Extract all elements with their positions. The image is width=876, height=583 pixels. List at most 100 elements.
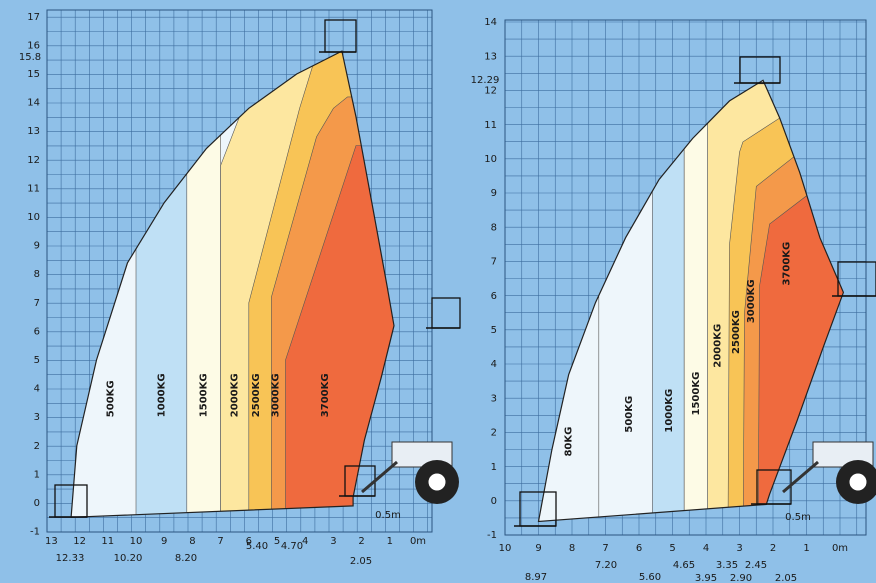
zone-label: 3000KG — [746, 279, 757, 323]
zone-label: 1500KG — [691, 372, 702, 416]
x-tick-label: 5 — [274, 536, 280, 547]
reach-label: 2.90 — [730, 573, 752, 583]
reach-label: 2.45 — [745, 560, 767, 571]
zone-label: 1000KG — [156, 373, 167, 417]
grid-frame — [46, 9, 433, 533]
y-tick-label: 6 — [34, 326, 40, 337]
x-tick-label: 7 — [217, 536, 223, 547]
x-tick-label: 1 — [387, 536, 393, 547]
x-tick-label: 9 — [535, 543, 541, 554]
y-tick-label: -1 — [30, 527, 40, 538]
y-tick-label: 16 — [27, 40, 40, 51]
y-tick-label: 5 — [491, 325, 497, 336]
y-tick-label: 11 — [27, 183, 40, 194]
y-tick-label: 15 — [27, 69, 40, 80]
reach-label: 10.20 — [114, 553, 143, 564]
x-tick-label: 3 — [736, 543, 742, 554]
reach-label: 12.33 — [56, 553, 85, 564]
zone-label: 2000KG — [713, 324, 724, 368]
y-tick-label: 0 — [491, 496, 497, 507]
x-tick-label: 6 — [246, 536, 252, 547]
boom — [361, 460, 398, 494]
zone-label: 500KG — [106, 380, 117, 417]
y-tick-label: 0 — [34, 498, 40, 509]
y-tick-label: 13 — [484, 51, 497, 62]
zone-label: 2500KG — [251, 373, 262, 417]
y-tick-label: 10 — [484, 154, 497, 165]
y-tick-label: 7 — [491, 257, 497, 268]
x-tick-label: 8 — [189, 536, 195, 547]
max-height-label: 15.8 — [19, 52, 41, 63]
zone-label: 3700KG — [781, 242, 792, 286]
y-tick-label: 2 — [491, 428, 497, 439]
reach-label: 2.05 — [775, 573, 797, 583]
zone-label: 1500KG — [199, 373, 210, 417]
x-tick-label: 0m — [832, 543, 848, 554]
zone-label: 500KG — [624, 396, 635, 433]
y-tick-label: 3 — [491, 393, 497, 404]
y-tick-label: 14 — [27, 98, 40, 109]
boom — [782, 460, 819, 494]
zone-label: 2500KG — [731, 310, 742, 354]
reach-label: 3.95 — [695, 573, 717, 583]
hub — [848, 472, 868, 492]
envelope-outline — [537, 79, 845, 523]
x-tick-label: 12 — [73, 536, 86, 547]
y-tick-label: 14 — [484, 17, 497, 28]
x-tick-label: 0m — [410, 536, 426, 547]
x-tick-label: 8 — [569, 543, 575, 554]
scale-label: 0.5m — [785, 512, 811, 523]
reach-label: 4.70 — [281, 541, 303, 552]
x-tick-label: 13 — [45, 536, 58, 547]
y-tick-label: 7 — [34, 298, 40, 309]
x-tick-label: 2 — [358, 536, 364, 547]
y-tick-label: 9 — [34, 241, 40, 252]
y-tick-label: 3 — [34, 412, 40, 423]
y-tick-label: 17 — [27, 12, 40, 23]
zone-label: 3700KG — [320, 373, 331, 417]
y-tick-label: 12 — [27, 155, 40, 166]
y-tick-label: 4 — [491, 359, 497, 370]
x-tick-label: 1 — [803, 543, 809, 554]
y-tick-label: 1 — [491, 462, 497, 473]
x-tick-label: 10 — [499, 543, 512, 554]
y-tick-label: 2 — [34, 441, 40, 452]
y-tick-label: 8 — [34, 269, 40, 280]
y-tick-label: 6 — [491, 291, 497, 302]
reach-label: 8.20 — [175, 553, 197, 564]
y-tick-label: -1 — [487, 530, 497, 541]
x-tick-label: 9 — [161, 536, 167, 547]
reach-label: 3.35 — [716, 560, 738, 571]
zone-label: 80KG — [564, 427, 575, 457]
x-tick-label: 4 — [302, 536, 308, 547]
y-tick-label: 9 — [491, 188, 497, 199]
x-tick-label: 4 — [703, 543, 709, 554]
y-tick-label: 5 — [34, 355, 40, 366]
x-tick-label: 3 — [330, 536, 336, 547]
x-tick-label: 2 — [770, 543, 776, 554]
y-tick-label: 4 — [34, 384, 40, 395]
reach-label: 4.65 — [673, 560, 695, 571]
zone-label: 3000KG — [271, 373, 282, 417]
hub — [427, 472, 447, 492]
x-tick-label: 7 — [602, 543, 608, 554]
x-tick-label: 11 — [101, 536, 114, 547]
reach-label: 8.97 — [525, 572, 547, 583]
y-tick-label: 12 — [484, 86, 497, 97]
grid-frame — [504, 19, 867, 536]
y-tick-label: 13 — [27, 126, 40, 137]
reach-label: 5.60 — [639, 572, 661, 583]
x-tick-label: 10 — [130, 536, 143, 547]
y-tick-label: 10 — [27, 212, 40, 223]
y-tick-label: 8 — [491, 222, 497, 233]
reach-label: 2.05 — [350, 556, 372, 567]
x-tick-label: 5 — [669, 543, 675, 554]
reach-label: 7.20 — [595, 560, 617, 571]
envelope-outline — [70, 50, 395, 518]
zone-label: 1000KG — [664, 389, 675, 433]
x-tick-label: 6 — [636, 543, 642, 554]
y-tick-label: 1 — [34, 469, 40, 480]
max-height-label: 12.29 — [471, 75, 500, 86]
